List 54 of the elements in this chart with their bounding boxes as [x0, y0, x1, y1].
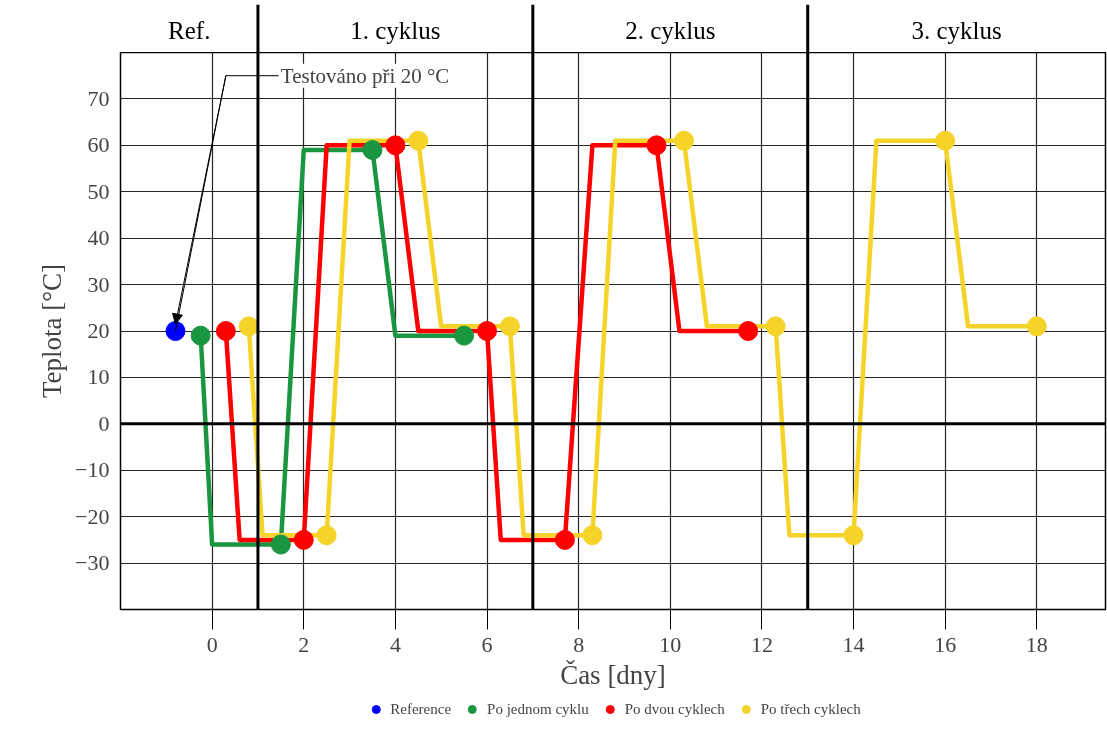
- x-axis-title: Čas [dny]: [560, 659, 666, 690]
- point: [165, 321, 186, 341]
- point: [554, 529, 575, 550]
- point: [385, 135, 406, 156]
- point: [1026, 316, 1047, 337]
- y-tick-label: 10: [87, 364, 110, 390]
- y-tick-label: 40: [87, 225, 110, 251]
- x-tick-label: 12: [750, 631, 773, 657]
- x-tick-label: 0: [206, 631, 218, 657]
- point: [454, 325, 475, 346]
- x-tick-label: 10: [659, 631, 682, 657]
- point: [674, 130, 695, 151]
- y-axis-title: Teplota [°C]: [37, 263, 68, 399]
- annotation: Testováno při 20 °C: [280, 63, 450, 88]
- x-tick-label: 14: [842, 631, 865, 657]
- y-tick-label: 20: [87, 318, 110, 343]
- point: [408, 130, 429, 151]
- point: [190, 325, 211, 346]
- text: Ref.: [168, 17, 211, 45]
- point: [293, 529, 314, 550]
- text: 2. cyklus: [625, 17, 716, 45]
- x-tick-label: 2: [298, 631, 310, 657]
- point: [215, 321, 236, 341]
- y-tick-label: 50: [87, 178, 110, 204]
- x-tick-label: 8: [573, 631, 585, 657]
- y-tick-label: 30: [87, 271, 110, 297]
- y-tick-label: −30: [75, 550, 110, 576]
- point: [582, 525, 603, 546]
- x-tick-label: 4: [389, 631, 401, 657]
- point: [316, 525, 337, 546]
- point: [738, 321, 759, 341]
- point: [362, 139, 383, 160]
- point: [499, 316, 520, 337]
- text: 1. cyklus: [350, 17, 441, 45]
- x-tick-label: 6: [481, 631, 493, 657]
- legend-label: Po dvou cyklech: [624, 700, 725, 718]
- y-tick-label: −20: [75, 503, 110, 529]
- legend-label: Po jednom cyklu: [487, 700, 589, 718]
- y-tick-label: 0: [98, 410, 110, 436]
- point: [646, 135, 667, 156]
- legend-label: Reference: [390, 700, 452, 718]
- legend-label: Po třech cyklech: [760, 700, 861, 718]
- x-tick-label: 16: [934, 631, 957, 657]
- point: [765, 316, 786, 337]
- y-tick-label: 60: [87, 132, 110, 158]
- point: [238, 316, 259, 337]
- point: [935, 130, 956, 151]
- point: [270, 534, 291, 555]
- y-tick-label: 70: [87, 85, 110, 111]
- point: [477, 321, 498, 341]
- y-tick-label: −10: [75, 457, 110, 483]
- point: [843, 525, 864, 546]
- x-tick-label: 18: [1025, 631, 1048, 657]
- text: 3. cyklus: [911, 17, 1002, 45]
